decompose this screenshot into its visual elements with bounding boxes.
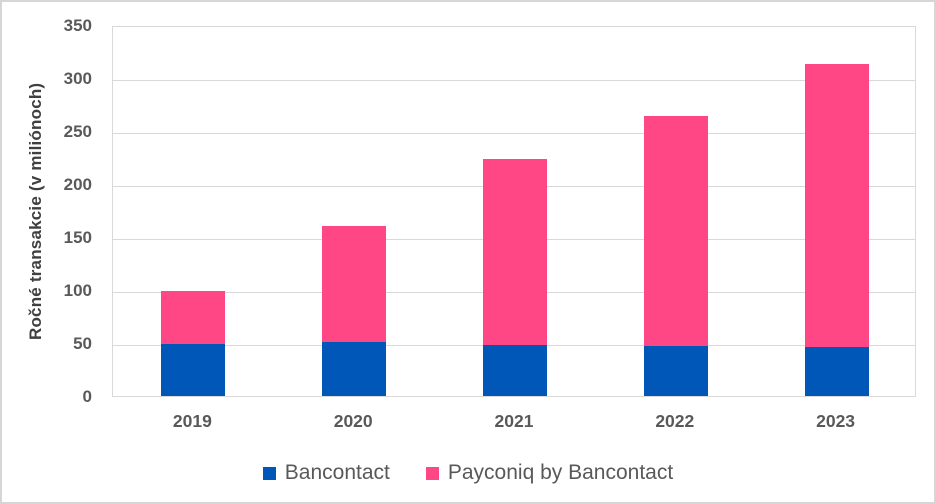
legend-label: Payconiq by Bancontact [447, 461, 674, 484]
gridline-250 [113, 132, 915, 134]
bar-segment-bancontact-2021 [483, 345, 547, 396]
bar-segment-bancontact-2019 [161, 344, 226, 396]
bar-segment-payconiq-by-bancontact-2020 [322, 226, 387, 342]
x-label-2022: 2022 [655, 411, 695, 431]
x-label-2019: 2019 [172, 411, 212, 431]
bar-segment-payconiq-by-bancontact-2023 [804, 64, 869, 348]
bar-segment-bancontact-2020 [322, 341, 387, 396]
y-tick-label-50: 50 [73, 334, 92, 353]
plot-area [112, 26, 916, 397]
legend-swatch-icon [425, 466, 439, 480]
legend: Bancontact Payconiq by Bancontact [2, 454, 934, 492]
y-tick-label-100: 100 [63, 281, 92, 300]
y-tick-label-250: 250 [63, 122, 92, 141]
bar-segment-bancontact-2022 [643, 346, 708, 396]
legend-label: Bancontact [284, 461, 390, 484]
y-tick-label-300: 300 [63, 69, 92, 88]
y-tick-label-350: 350 [63, 16, 92, 35]
gridline-300 [113, 79, 915, 81]
bar-segment-payconiq-by-bancontact-2019 [161, 291, 226, 345]
x-label-2020: 2020 [333, 411, 373, 431]
legend-item-payconiq-by-bancontact: Payconiq by Bancontact [425, 461, 674, 485]
x-label-2021: 2021 [494, 411, 534, 431]
legend-swatch-icon [262, 466, 276, 480]
y-tick-label-0: 0 [82, 387, 92, 406]
y-tick-label-200: 200 [63, 175, 92, 194]
y-tick-label-150: 150 [63, 228, 92, 247]
bar-segment-bancontact-2023 [804, 347, 869, 396]
x-label-2023: 2023 [816, 411, 856, 431]
bar-segment-payconiq-by-bancontact-2022 [643, 116, 708, 347]
bar-segment-payconiq-by-bancontact-2021 [483, 158, 547, 346]
legend-item-bancontact: Bancontact [262, 461, 390, 485]
